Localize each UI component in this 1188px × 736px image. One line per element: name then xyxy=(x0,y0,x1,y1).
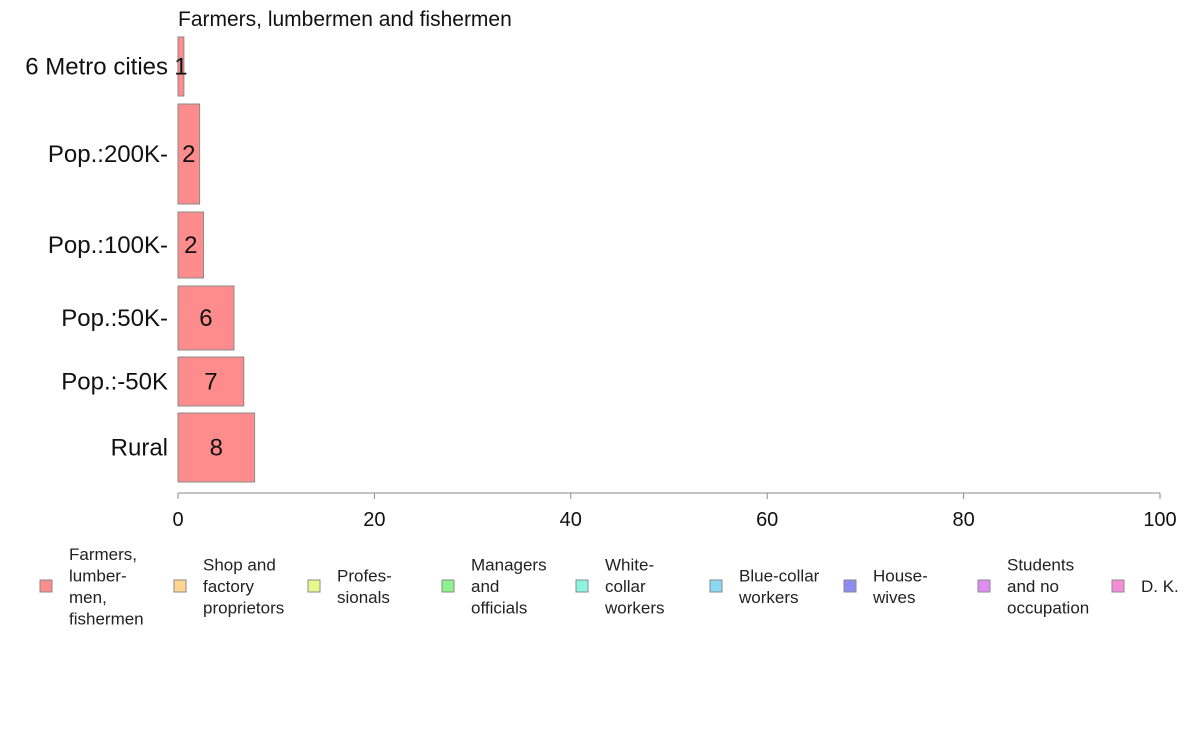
x-tick-label: 20 xyxy=(363,509,385,531)
bar-value-label: 2 xyxy=(182,141,195,168)
legend-swatch xyxy=(709,579,723,593)
legend-swatch xyxy=(843,579,857,593)
legend-swatch xyxy=(39,579,53,593)
legend-swatch xyxy=(977,579,991,593)
legend-item: White-collar workers xyxy=(575,556,665,618)
legend-label: men, xyxy=(69,588,107,607)
legend-label: Managers xyxy=(471,556,547,575)
legend-item: Blue-collar workers xyxy=(709,566,820,607)
x-tick-label: 40 xyxy=(560,509,582,531)
legend-item: House-wives xyxy=(843,566,928,607)
bar xyxy=(177,356,245,407)
bar xyxy=(177,211,205,279)
bar-value-label: 7 xyxy=(204,369,217,396)
bar xyxy=(177,103,201,205)
x-tick-label: 60 xyxy=(756,509,778,531)
bar-value-label: 8 xyxy=(210,435,223,462)
x-axis: 0 20 40 60 80 100 xyxy=(172,492,1177,531)
legend-label: fishermen xyxy=(69,609,144,628)
bars-layer: 6 Metro cities 1 Pop.:200K- 2 Pop.:100K- 2 Pop… xyxy=(25,36,256,483)
bar-value-label: 1 xyxy=(174,54,187,81)
legend-swatch xyxy=(575,579,589,593)
category-label: Pop.:50K- xyxy=(61,305,168,332)
legend-label: Farmers, xyxy=(69,545,137,564)
legend-item: Profes-sionals xyxy=(307,566,392,607)
legend-label: workers xyxy=(738,588,799,607)
legend-label: D. K. xyxy=(1141,577,1179,596)
bar xyxy=(177,412,256,483)
legend-item: D. K. xyxy=(1111,577,1179,596)
legend-swatch xyxy=(1111,579,1125,593)
legend-item: Students and no occupation xyxy=(977,556,1089,618)
category-label: Rural xyxy=(111,435,168,462)
bar xyxy=(177,285,235,351)
legend-swatch xyxy=(441,579,455,593)
legend-item: Managers and officials xyxy=(441,556,547,618)
legend-label: Profes- xyxy=(337,566,392,585)
legend-label: Shop and xyxy=(203,556,276,575)
legend-label: House- xyxy=(873,566,928,585)
legend: Farmers, lumber-men, fishermen Shop and fact… xyxy=(39,545,1179,628)
legend-item: Farmers, lumber-men, fishermen xyxy=(39,545,144,628)
legend-label: sionals xyxy=(337,588,390,607)
legend-label: wives xyxy=(872,588,916,607)
legend-label: occupation xyxy=(1007,599,1089,618)
legend-label: Students xyxy=(1007,556,1074,575)
legend-label: proprietors xyxy=(203,599,284,618)
category-label: Pop.:200K- xyxy=(48,141,168,168)
bar xyxy=(177,36,185,97)
legend-label: officials xyxy=(471,599,527,618)
chart-title: Farmers, lumbermen and fishermen xyxy=(178,8,512,31)
category-label: Pop.:-50K xyxy=(61,369,168,396)
x-tick-label: 0 xyxy=(172,509,183,531)
category-label: 6 Metro cities xyxy=(25,54,168,81)
legend-label: Blue-collar xyxy=(739,566,820,585)
bar-value-label: 2 xyxy=(184,232,197,259)
legend-swatch xyxy=(173,579,187,593)
legend-label: lumber- xyxy=(69,566,127,585)
legend-swatch xyxy=(307,579,321,593)
legend-label: and xyxy=(471,577,499,596)
category-label: Pop.:100K- xyxy=(48,232,168,259)
legend-label: workers xyxy=(604,599,665,618)
legend-label: factory xyxy=(203,577,255,596)
legend-label: White- xyxy=(605,556,654,575)
legend-label: collar xyxy=(605,577,646,596)
bar-value-label: 6 xyxy=(199,305,212,332)
legend-item: Shop and factory proprietors xyxy=(173,556,284,618)
x-tick-label: 80 xyxy=(952,509,974,531)
x-tick-label: 100 xyxy=(1143,509,1176,531)
legend-label: and no xyxy=(1007,577,1059,596)
